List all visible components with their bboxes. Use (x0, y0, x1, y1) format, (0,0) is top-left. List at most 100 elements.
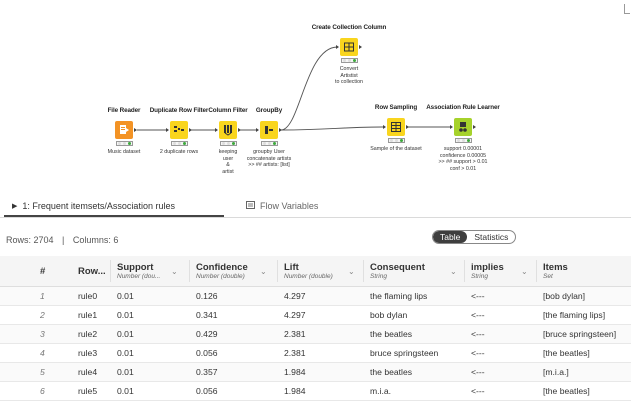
node-duplicate-row-filter[interactable]: Duplicate Row Filter 2 duplicate rows (119, 106, 239, 156)
input-port[interactable] (383, 125, 386, 129)
cell-consequent: bruce springsteen (370, 348, 439, 358)
cell-lift: 2.381 (284, 348, 306, 358)
column-separator[interactable] (536, 260, 537, 282)
input-port[interactable] (450, 125, 453, 129)
output-port[interactable] (134, 128, 137, 132)
node-icon-box[interactable] (215, 121, 241, 139)
node-create-collection-column[interactable]: Create Collection Column Convert Artisti… (289, 23, 409, 86)
cell-confidence: 0.126 (196, 291, 218, 301)
chevron-down-icon[interactable]: ⌄ (260, 267, 267, 276)
node-title: Create Collection Column (311, 24, 387, 31)
cell-rowid: rule0 (78, 291, 98, 301)
cell-items: [the flaming lips] (543, 310, 606, 320)
cell-rowid: rule2 (78, 329, 98, 339)
column-separator[interactable] (189, 260, 190, 282)
workflow-canvas[interactable]: File Reader Music dataset Duplicate Row … (0, 0, 631, 196)
tab-flow-variables[interactable]: Flow Variables (246, 201, 318, 211)
play-icon: ▶ (12, 203, 18, 210)
cell-items: [the beatles] (543, 348, 590, 358)
cell-index: 3 (40, 329, 45, 339)
tab-label: Flow Variables (260, 201, 319, 211)
cell-items: [the beatles] (543, 386, 590, 396)
node-icon-box[interactable] (450, 118, 476, 136)
cell-confidence: 0.429 (196, 329, 218, 339)
chevron-down-icon[interactable]: ⌄ (171, 267, 178, 276)
column-filter-icon (219, 121, 237, 139)
output-port[interactable] (279, 128, 282, 132)
chevron-down-icon[interactable]: ⌄ (348, 267, 355, 276)
column-header-lift[interactable]: Lift Number (double) ⌄ (284, 262, 355, 280)
node-label: Convert Artistist to collection (335, 66, 363, 86)
column-header-items[interactable]: Items Set (543, 262, 568, 280)
column-header-confidence[interactable]: Confidence Number (double) ⌄ (196, 262, 267, 280)
column-separator[interactable] (464, 260, 465, 282)
node-label: Music dataset (107, 149, 141, 155)
statistics-view-button[interactable]: Statistics (474, 232, 509, 242)
table-row[interactable]: 6 rule5 0.01 0.056 1.984 m.i.a. <--- [th… (0, 382, 631, 401)
node-status-traffic-light (260, 141, 278, 146)
cell-support: 0.01 (117, 367, 134, 377)
node-icon-box[interactable] (256, 121, 282, 139)
cell-items: [bruce springsteen] (543, 329, 617, 339)
cell-implies: <--- (471, 348, 485, 358)
cell-consequent: bob dylan (370, 310, 408, 320)
table-row[interactable]: 5 rule4 0.01 0.357 1.984 the beatles <--… (0, 363, 631, 382)
node-file-reader[interactable]: File Reader Music dataset (64, 106, 184, 156)
input-port[interactable] (215, 128, 218, 132)
node-status-traffic-light (115, 141, 133, 146)
column-header-implies[interactable]: implies String ⌄ (471, 262, 528, 280)
input-port[interactable] (336, 45, 339, 49)
node-label: keeping user & artist (218, 149, 238, 175)
node-title: Column Filter (208, 107, 248, 114)
canvas-corner-handle (624, 4, 630, 14)
cell-rowid: rule3 (78, 348, 98, 358)
cell-implies: <--- (471, 291, 485, 301)
column-separator[interactable] (363, 260, 364, 282)
input-port[interactable] (166, 128, 169, 132)
column-header-rowid[interactable]: Row... (78, 266, 106, 277)
table-row[interactable]: 4 rule3 0.01 0.056 2.381 bruce springste… (0, 344, 631, 363)
cell-lift: 4.297 (284, 291, 306, 301)
chevron-down-icon[interactable]: ⌄ (450, 267, 457, 276)
node-icon-box[interactable] (383, 118, 409, 136)
table-row[interactable]: 2 rule1 0.01 0.341 4.297 bob dylan <--- … (0, 306, 631, 325)
table-view-button[interactable]: Table (433, 231, 468, 243)
output-tabs: ▶ 1: Frequent itemsets/Association rules… (0, 196, 631, 218)
output-port[interactable] (189, 128, 192, 132)
tab-frequent-itemsets[interactable]: ▶ 1: Frequent itemsets/Association rules (12, 201, 175, 211)
cell-consequent: m.i.a. (370, 386, 392, 396)
output-port[interactable] (238, 128, 241, 132)
table-header: # Row... Support Number (dou... ⌄ Confid… (0, 256, 631, 287)
column-separator[interactable] (110, 260, 111, 282)
output-port[interactable] (406, 125, 409, 129)
view-toggle: Table Statistics (432, 230, 517, 244)
node-icon-box[interactable] (115, 121, 137, 139)
node-label: support 0.00001 confidence 0.00005 >> ##… (438, 146, 488, 172)
column-header-consequent[interactable]: Consequent String ⌄ (370, 262, 457, 280)
output-port[interactable] (473, 125, 476, 129)
cell-support: 0.01 (117, 386, 134, 396)
cell-support: 0.01 (117, 291, 134, 301)
table-row[interactable]: 1 rule0 0.01 0.126 4.297 the flaming lip… (0, 287, 631, 306)
cell-support: 0.01 (117, 329, 134, 339)
node-icon-box[interactable] (336, 38, 362, 56)
column-separator[interactable] (277, 260, 278, 282)
chevron-down-icon[interactable]: ⌄ (521, 267, 528, 276)
output-port[interactable] (359, 45, 362, 49)
flow-variables-icon (246, 201, 255, 211)
node-icon-box[interactable] (166, 121, 192, 139)
node-column-filter[interactable]: Column Filter keeping user & artist (168, 106, 288, 175)
node-label: Sample of the dataset (370, 146, 422, 152)
wire-groupby-collection (280, 46, 338, 131)
column-header-support[interactable]: Support Number (dou... ⌄ (117, 262, 178, 280)
node-association-rule-learner[interactable]: Association Rule Learner support 0.00001… (403, 103, 523, 172)
cell-confidence: 0.056 (196, 348, 218, 358)
duplicate-filter-icon (170, 121, 188, 139)
cell-implies: <--- (471, 367, 485, 377)
active-tab-indicator (4, 215, 224, 217)
node-groupby[interactable]: GroupBy groupby User concatenate artists… (209, 106, 329, 169)
input-port[interactable] (256, 128, 259, 132)
table-row[interactable]: 3 rule2 0.01 0.429 2.381 the beatles <--… (0, 325, 631, 344)
cell-rowid: rule1 (78, 310, 98, 320)
node-row-sampling[interactable]: Row Sampling Sample of the dataset (336, 103, 456, 153)
